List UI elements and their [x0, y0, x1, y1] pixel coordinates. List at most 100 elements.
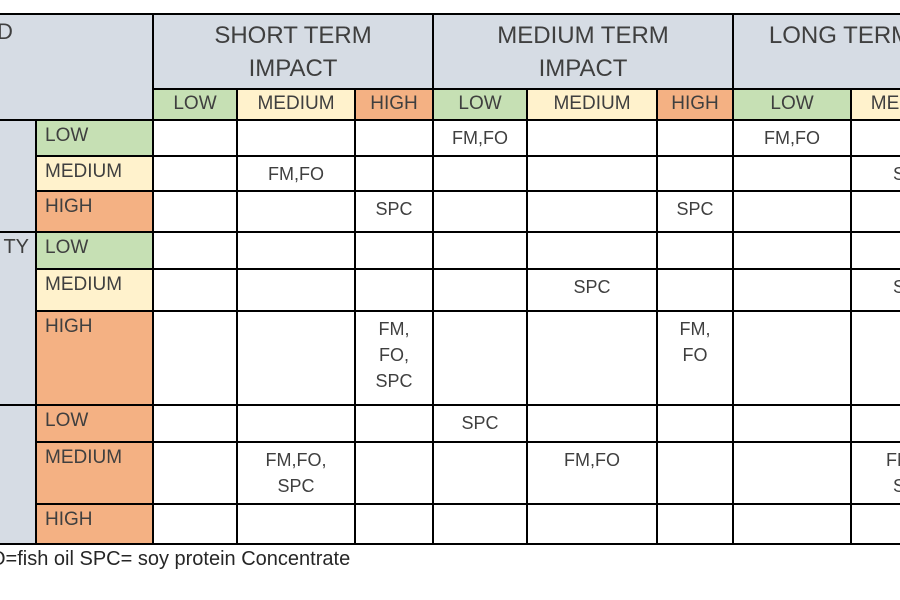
matrix-cell: FM,FO, SPC	[236, 441, 356, 505]
matrix-cell	[732, 190, 853, 233]
impact-level-header-long-term: ME	[850, 88, 900, 121]
matrix-cell	[732, 310, 853, 406]
matrix-cell	[432, 190, 529, 233]
matrix-cell	[526, 310, 659, 406]
header-row-sections: D SHORT TERM IMPACT MEDIUM TERM IMPACT LONG T…	[0, 13, 900, 121]
matrix-row: HIGH FM, FO, SPC FM, FO	[0, 310, 900, 406]
likelihood-level-label: HIGH	[35, 310, 154, 406]
matrix-cell	[732, 404, 853, 443]
section-title-line: IMPACT	[248, 55, 338, 82]
matrix-cell	[236, 190, 356, 233]
matrix-cell	[152, 404, 238, 443]
section-header-short-term: SHORT TERM IMPACT	[151, 13, 435, 90]
matrix-cell	[656, 441, 735, 505]
matrix-cell	[353, 155, 435, 192]
matrix-cell	[432, 268, 529, 312]
risk-group-label	[0, 119, 37, 233]
likelihood-level-label: MEDIUM	[35, 268, 154, 312]
matrix-cell	[152, 231, 238, 270]
matrix-cell	[526, 503, 659, 545]
matrix-cell	[152, 155, 238, 192]
likelihood-level-label: LOW	[35, 404, 154, 443]
matrix-cell	[526, 155, 659, 192]
matrix-cell	[236, 119, 356, 157]
matrix-cell: FM, FO, SPC	[353, 310, 435, 406]
matrix-row: MEDIUM FM,FO, SPC FM,FO FM S	[0, 441, 900, 505]
matrix-cell: FM, FO	[656, 310, 735, 406]
impact-level-header-medium-term: HIGH	[656, 88, 735, 121]
matrix-cell: FM,FO	[732, 119, 853, 157]
matrix-row: MEDIUM SPC S	[0, 268, 900, 312]
matrix-cell	[432, 441, 529, 505]
impact-level-header-medium-term: LOW	[432, 88, 529, 121]
matrix-cell	[526, 231, 659, 270]
clipped-cell-text: S	[893, 277, 900, 297]
matrix-cell: FM,FO	[236, 155, 356, 192]
matrix-cell	[850, 503, 900, 545]
matrix-cell	[353, 268, 435, 312]
likelihood-level-label: MEDIUM	[35, 155, 154, 192]
matrix-cell	[526, 119, 659, 157]
matrix-cell: SPC	[432, 404, 529, 443]
section-title-line: MEDIUM TERM	[497, 22, 669, 49]
impact-level-header-long-term: LOW	[732, 88, 853, 121]
matrix-cell	[526, 404, 659, 443]
impact-level-header-medium-term: MEDIUM	[526, 88, 659, 121]
matrix-cell	[432, 503, 529, 545]
matrix-cell	[236, 404, 356, 443]
risk-group-label	[0, 404, 37, 545]
section-header-medium-term: MEDIUM TERM IMPACT	[432, 13, 735, 90]
section-title-line: IMPACT	[538, 55, 628, 82]
matrix-cell	[152, 503, 238, 545]
legend-text: O=fish oil SPC= soy protein Concentrate	[0, 548, 351, 570]
section-title-line: LONG TERM	[768, 22, 900, 49]
matrix-cell: SPC	[526, 268, 659, 312]
matrix-cell	[656, 503, 735, 545]
matrix-cell	[850, 231, 900, 270]
matrix-cell	[353, 441, 435, 505]
clipped-cell-text: FM S	[886, 450, 900, 496]
likelihood-level-label: MEDIUM	[35, 441, 154, 505]
matrix-cell	[152, 190, 238, 233]
matrix-cell: S	[850, 155, 900, 192]
matrix-cell	[432, 231, 529, 270]
header-row-levels: LOW MEDIUM HIGH LOW MEDIUM HIGH LOW ME	[0, 88, 900, 121]
matrix-row: LOW SPC	[0, 404, 900, 545]
matrix-cell	[656, 119, 735, 157]
impact-level-header-short-term: HIGH	[353, 88, 435, 121]
matrix-cell	[526, 190, 659, 233]
section-title-line: SHORT TERM	[214, 22, 372, 49]
matrix-cell	[353, 503, 435, 545]
matrix-row: MEDIUM FM,FO S	[0, 155, 900, 192]
matrix-cell	[152, 268, 238, 312]
matrix-cell	[152, 119, 238, 157]
section-header-long-term: LONG TERM	[732, 13, 900, 90]
matrix-cell	[732, 441, 853, 505]
matrix-cell	[236, 231, 356, 270]
matrix-cell	[850, 190, 900, 233]
matrix-cell	[656, 231, 735, 270]
matrix-cell	[850, 404, 900, 443]
likelihood-level-label: HIGH	[35, 503, 154, 545]
matrix-cell	[850, 310, 900, 406]
matrix-cell	[732, 503, 853, 545]
matrix-row: HIGH SPC SPC	[0, 190, 900, 233]
matrix-cell: S	[850, 268, 900, 312]
impact-matrix-table: D SHORT TERM IMPACT MEDIUM TERM IMPACT LONG T…	[0, 13, 900, 545]
matrix-row: LOW FM,FO FM,FO	[0, 119, 900, 233]
matrix-cell: SPC	[353, 190, 435, 233]
matrix-row: TY LOW	[0, 231, 900, 406]
matrix-corner-cell: D	[0, 13, 154, 121]
matrix-cell	[432, 310, 529, 406]
impact-level-header-short-term: LOW	[152, 88, 238, 121]
matrix-cell	[732, 155, 853, 192]
clipped-cell-text: S	[893, 164, 900, 184]
matrix-cell	[432, 155, 529, 192]
matrix-cell: SPC	[656, 190, 735, 233]
matrix-cell	[353, 119, 435, 157]
matrix-cell	[656, 155, 735, 192]
clipped-level-header: ME	[870, 93, 900, 114]
likelihood-level-label: LOW	[35, 231, 154, 270]
matrix-cell: FM,FO	[526, 441, 659, 505]
